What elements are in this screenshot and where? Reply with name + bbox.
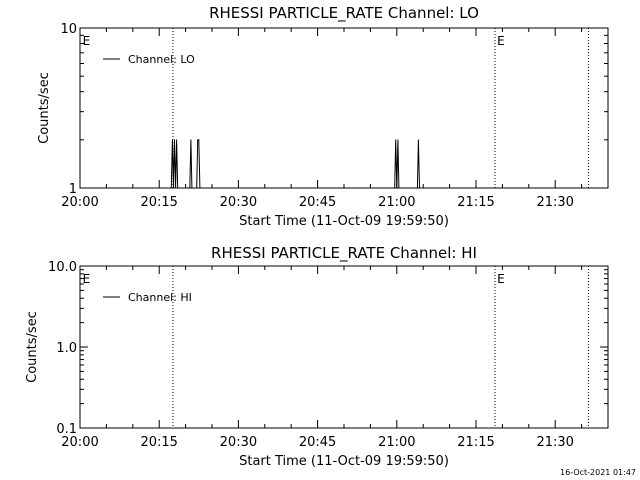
- panel-1-x-tick-label: 21:00: [378, 195, 415, 210]
- panel-1-data-point: [191, 187, 193, 189]
- panel-1-series-line: [170, 139, 420, 189]
- panel-1-data-point: [417, 187, 418, 189]
- panel-2-x-tick-label: 21:00: [378, 435, 415, 450]
- panel-1-data-point: [176, 139, 178, 141]
- panel-1-data-point: [418, 139, 419, 141]
- panel-1-data-point: [398, 187, 400, 189]
- panel-1-data-point: [196, 187, 198, 189]
- panel-1-eclipse-marker: E: [497, 34, 505, 48]
- panel-1-x-tick-label: 20:00: [61, 195, 98, 210]
- panel-1-data-point: [190, 139, 192, 141]
- panel-2-legend-label: Channel: HI: [128, 291, 192, 304]
- panel-1-plot-frame: [79, 27, 609, 189]
- panel-1-data-point: [173, 187, 174, 189]
- panel-1-y-tick-label: 10: [60, 22, 77, 37]
- panel-2-x-tick-label: 21:15: [457, 435, 494, 450]
- panel-1-data-point: [175, 187, 177, 189]
- panel-2-x-tick-label: 20:00: [61, 435, 98, 450]
- panel-1-data-point: [197, 139, 199, 141]
- panel-1-data-point: [177, 187, 179, 189]
- panel-2-y-axis-label: Counts/sec: [25, 311, 40, 383]
- panel-1-x-tick-label: 20:30: [220, 195, 257, 210]
- panel-1-title: RHESSI PARTICLE_RATE Channel: LO: [209, 4, 479, 23]
- panel-1-data-point: [172, 139, 173, 141]
- panel-1-data-point: [395, 139, 397, 141]
- panel-2-x-tick-label: 20:45: [299, 435, 336, 450]
- panel-1-data-point: [396, 187, 398, 189]
- panel-2-y-tick-label: 10.0: [48, 260, 77, 275]
- panel-1-x-tick-label: 21:30: [536, 195, 573, 210]
- panel-1-data-point: [189, 187, 191, 189]
- panel-1-x-axis-label: Start Time (11-Oct-09 19:59:50): [239, 214, 449, 229]
- panel-1-data-point: [419, 187, 420, 189]
- panel-2-x-tick-label: 20:30: [220, 435, 257, 450]
- panel-1-y-tick-label: 1: [69, 182, 77, 197]
- panel-2-title: RHESSI PARTICLE_RATE Channel: HI: [211, 244, 477, 263]
- panel-1-data-point: [199, 187, 201, 189]
- panel-2-y-tick-label: 1.0: [56, 341, 77, 356]
- panel-2-x-axis-label: Start Time (11-Oct-09 19:59:50): [239, 454, 449, 469]
- panel-1-data-point: [170, 187, 172, 189]
- panel-1-y-axis-label: Counts/sec: [37, 72, 52, 144]
- panel-2-eclipse-marker: E: [83, 272, 91, 286]
- panel-2-x-tick-label: 20:15: [140, 435, 177, 450]
- panel-2-y-tick-label: 0.1: [56, 422, 77, 437]
- panel-2-eclipse-marker: E: [497, 272, 505, 286]
- panel-1-data-point: [397, 139, 399, 141]
- panel-1-x-tick-label: 20:15: [140, 195, 177, 210]
- panel-1-legend-label: Channel: LO: [128, 53, 195, 66]
- panel-2-x-tick-label: 21:30: [536, 435, 573, 450]
- panel-1-x-tick-label: 21:15: [457, 195, 494, 210]
- panel-1-data-point: [174, 139, 175, 141]
- panel-1-eclipse-marker: E: [83, 34, 91, 48]
- panel-1-x-tick-label: 20:45: [299, 195, 336, 210]
- panel-1-data-point: [198, 139, 200, 141]
- footer-timestamp: 16-Oct-2021 01:47: [560, 468, 636, 477]
- panel-1-data-point: [394, 187, 396, 189]
